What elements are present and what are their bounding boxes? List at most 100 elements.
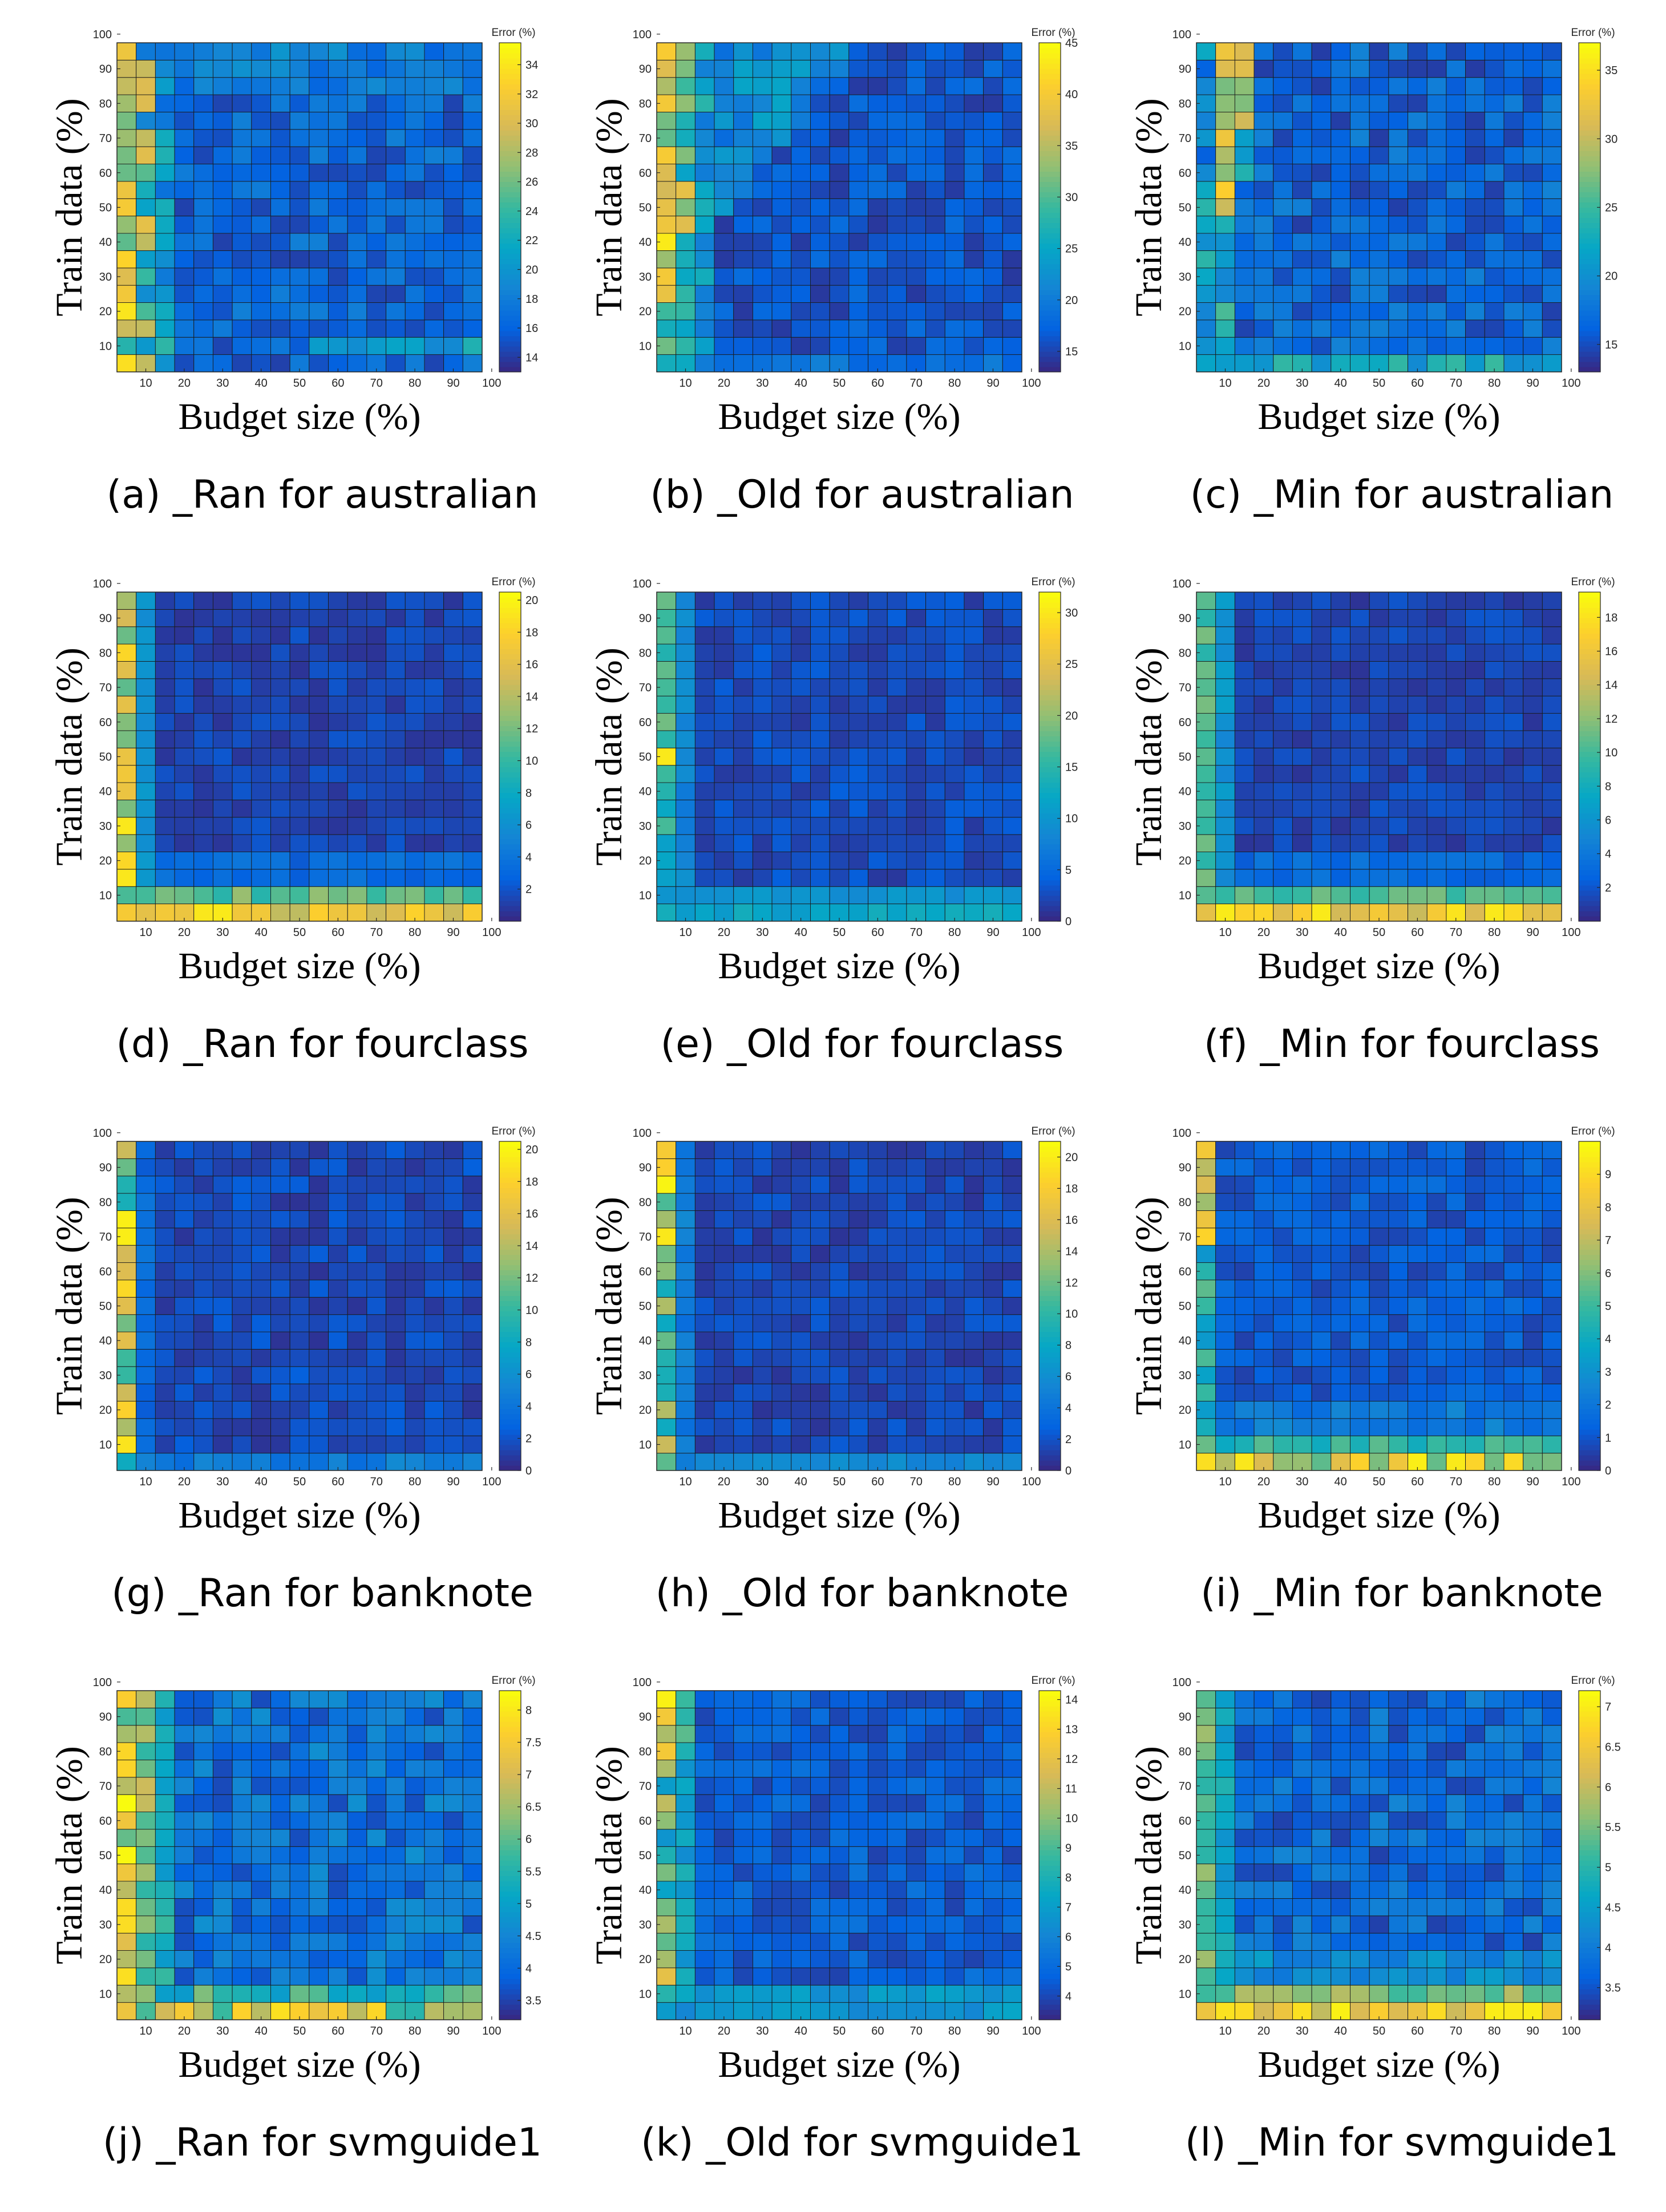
heatmap-cell	[405, 1279, 425, 1298]
heatmap-cell	[1234, 59, 1255, 78]
colorbar-segment	[499, 1865, 521, 1871]
x-tick-label: 90	[986, 377, 999, 390]
heatmap-cell	[1273, 1314, 1293, 1332]
heatmap-cell	[116, 42, 137, 60]
heatmap-cell	[1503, 302, 1524, 321]
heatmap-cell	[1369, 886, 1389, 905]
heatmap-cell	[964, 1401, 984, 1419]
heatmap-cell	[1196, 1279, 1216, 1298]
heatmap-cell	[848, 42, 868, 60]
panel-caption: (j) _Ran for svmguide1	[103, 2120, 542, 2165]
heatmap-cell	[733, 1141, 753, 1159]
heatmap-cell	[193, 1401, 213, 1419]
heatmap-cell	[676, 1279, 695, 1298]
heatmap-cell	[251, 765, 271, 783]
heatmap-cell	[462, 869, 483, 887]
heatmap-cell	[386, 1915, 406, 1934]
heatmap-cell	[694, 337, 715, 355]
heatmap-cell	[944, 1158, 965, 1177]
colorbar-segment	[1579, 217, 1600, 224]
heatmap-cell	[1215, 626, 1235, 645]
heatmap-cell	[694, 643, 715, 662]
colorbar-segment	[499, 1357, 521, 1363]
colorbar-segment	[499, 823, 521, 829]
heatmap-cell	[1234, 285, 1255, 303]
heatmap-cell	[771, 233, 792, 251]
colorbar-segment	[1039, 910, 1061, 917]
heatmap-cell	[810, 695, 830, 714]
heatmap-cell	[212, 817, 233, 835]
heatmap-cell	[1273, 782, 1293, 800]
panel-caption: (a) _Ran for australian	[107, 472, 539, 517]
heatmap-cell	[328, 268, 348, 286]
heatmap-cell	[1542, 782, 1562, 800]
heatmap-cell	[136, 1418, 156, 1436]
heatmap-cell	[944, 626, 965, 645]
heatmap-cell	[1446, 1245, 1466, 1263]
heatmap-cell	[1215, 146, 1235, 165]
heatmap-cell	[810, 852, 830, 870]
heatmap-cell	[193, 869, 213, 887]
colorbar-segment	[1039, 731, 1061, 737]
heatmap-cell	[1292, 1210, 1312, 1229]
heatmap-cell	[791, 1297, 811, 1315]
colorbar-segment	[1579, 1444, 1600, 1451]
heatmap-cell	[694, 1193, 715, 1211]
heatmap-cell	[1484, 643, 1505, 662]
heatmap-cell	[1408, 592, 1428, 610]
heatmap-cell	[1503, 695, 1524, 714]
colorbar-segment	[1039, 1295, 1061, 1302]
heatmap-cell	[714, 626, 734, 645]
heatmap-cell	[1408, 834, 1428, 852]
colorbar-segment	[1039, 1198, 1061, 1204]
heatmap-cell	[270, 626, 290, 645]
heatmap-cell	[1234, 1366, 1255, 1384]
heatmap-cell	[443, 216, 463, 234]
heatmap-cell	[1002, 782, 1022, 800]
heatmap-cell	[714, 94, 734, 112]
heatmap-cell	[193, 1725, 213, 1743]
heatmap-cell	[1253, 1245, 1274, 1263]
colorbar-segment	[1579, 1213, 1600, 1219]
heatmap-cell	[443, 817, 463, 835]
colorbar-segment	[1039, 197, 1061, 203]
heatmap-cell	[906, 1984, 927, 2003]
heatmap-cell	[347, 1314, 367, 1332]
heatmap-cell	[676, 164, 695, 182]
heatmap-cell	[694, 592, 715, 610]
colorbar-segment	[499, 633, 521, 639]
heatmap-cell	[1465, 302, 1485, 321]
heatmap-cell	[232, 799, 252, 818]
heatmap-cell	[714, 1366, 734, 1384]
heatmap-cell	[193, 216, 213, 234]
colorbar-segment	[1039, 797, 1061, 804]
colorbar-segment	[1039, 1213, 1061, 1219]
heatmap-cell	[1273, 1279, 1293, 1298]
colorbar-tick-label: 25	[1605, 202, 1618, 214]
heatmap-cell	[1484, 181, 1505, 199]
heatmap-cell	[443, 1984, 463, 2003]
heatmap-cell	[1196, 1141, 1216, 1159]
heatmap-cell	[386, 1314, 406, 1332]
heatmap-cell	[289, 626, 310, 645]
y-tick-label: 40	[99, 1335, 112, 1347]
heatmap-cell	[405, 1898, 425, 1917]
heatmap-cell	[462, 1193, 483, 1211]
heatmap-cell	[829, 164, 850, 182]
colorbar-segment	[499, 1244, 521, 1250]
heatmap-cell	[1331, 268, 1350, 286]
heatmap-cell	[366, 181, 387, 199]
heatmap-cell	[174, 1331, 195, 1350]
heatmap-cell	[964, 1435, 984, 1454]
colorbar-tick-label: 28	[525, 147, 538, 159]
heatmap-cell	[1388, 1331, 1408, 1350]
heatmap-cell	[1350, 1141, 1370, 1159]
heatmap-cell	[251, 1418, 271, 1436]
heatmap-cell	[656, 695, 677, 714]
colorbar-tick-label: 16	[525, 1208, 538, 1221]
heatmap-cell	[232, 661, 252, 679]
heatmap-cell	[1388, 1366, 1408, 1384]
heatmap-cell	[887, 886, 907, 905]
heatmap-cell	[193, 1794, 213, 1813]
heatmap-cell	[1426, 268, 1447, 286]
